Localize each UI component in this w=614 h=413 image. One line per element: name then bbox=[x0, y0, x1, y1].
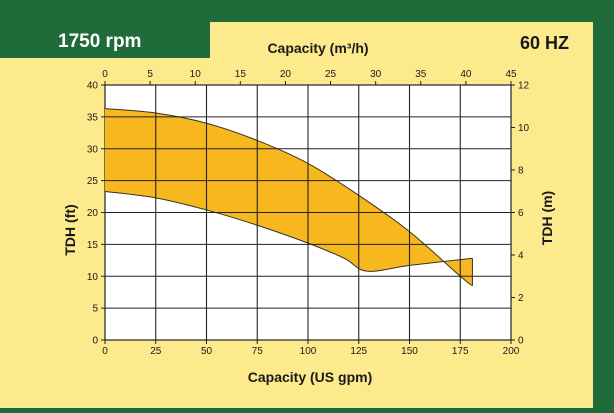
x-tick-label: 100 bbox=[300, 346, 317, 357]
operating-band bbox=[105, 108, 473, 286]
rpm-label: 1750 rpm bbox=[58, 31, 141, 52]
x-tick-label: 25 bbox=[150, 346, 162, 357]
y2-axis-title: TDH (m) bbox=[539, 191, 555, 245]
x-tick-label: 175 bbox=[452, 346, 469, 357]
y-tick-label: 5 bbox=[92, 304, 98, 315]
x-tick-label: 200 bbox=[503, 346, 520, 357]
y-tick-label: 25 bbox=[87, 176, 99, 187]
x-tick-label: 150 bbox=[401, 346, 418, 357]
x2-tick-label: 15 bbox=[235, 69, 247, 80]
x2-tick-label: 10 bbox=[190, 69, 202, 80]
y-tick-label: 0 bbox=[92, 336, 98, 347]
y-tick-label: 30 bbox=[87, 144, 99, 155]
x2-tick-label: 45 bbox=[505, 69, 517, 80]
band-layer bbox=[104, 108, 473, 287]
x2-tick-label: 5 bbox=[147, 69, 153, 80]
y-tick-label: 15 bbox=[87, 240, 99, 251]
hz-label: 60 HZ bbox=[520, 33, 569, 53]
y-tick-label: 35 bbox=[87, 112, 99, 123]
x2-tick-label: 20 bbox=[280, 69, 292, 80]
x2-tick-label: 0 bbox=[102, 69, 108, 80]
band-lower-curve bbox=[104, 190, 473, 272]
y2-tick-label: 10 bbox=[518, 123, 530, 134]
y-tick-label: 10 bbox=[87, 272, 99, 283]
x2-tick-label: 25 bbox=[325, 69, 337, 80]
x2-tick-label: 40 bbox=[460, 69, 472, 80]
x2-tick-label: 35 bbox=[415, 69, 427, 80]
y-axis-title: TDH (ft) bbox=[62, 204, 78, 255]
x-tick-label: 125 bbox=[350, 346, 367, 357]
grid-layer bbox=[105, 85, 511, 340]
y2-tick-label: 4 bbox=[518, 251, 524, 262]
y2-tick-label: 6 bbox=[518, 208, 524, 219]
y-tick-label: 40 bbox=[87, 81, 99, 92]
x2-tick-label: 30 bbox=[370, 69, 382, 80]
x-axis-title: Capacity (US gpm) bbox=[248, 369, 372, 385]
y2-tick-label: 2 bbox=[518, 293, 524, 304]
y2-tick-label: 0 bbox=[518, 336, 524, 347]
y2-tick-label: 8 bbox=[518, 166, 524, 177]
x-tick-label: 75 bbox=[252, 346, 264, 357]
y-tick-label: 20 bbox=[87, 208, 99, 219]
y2-tick-label: 12 bbox=[518, 81, 530, 92]
x-tick-label: 50 bbox=[201, 346, 213, 357]
x2-axis-title: Capacity (m³/h) bbox=[267, 40, 368, 56]
x-tick-label: 0 bbox=[102, 346, 108, 357]
